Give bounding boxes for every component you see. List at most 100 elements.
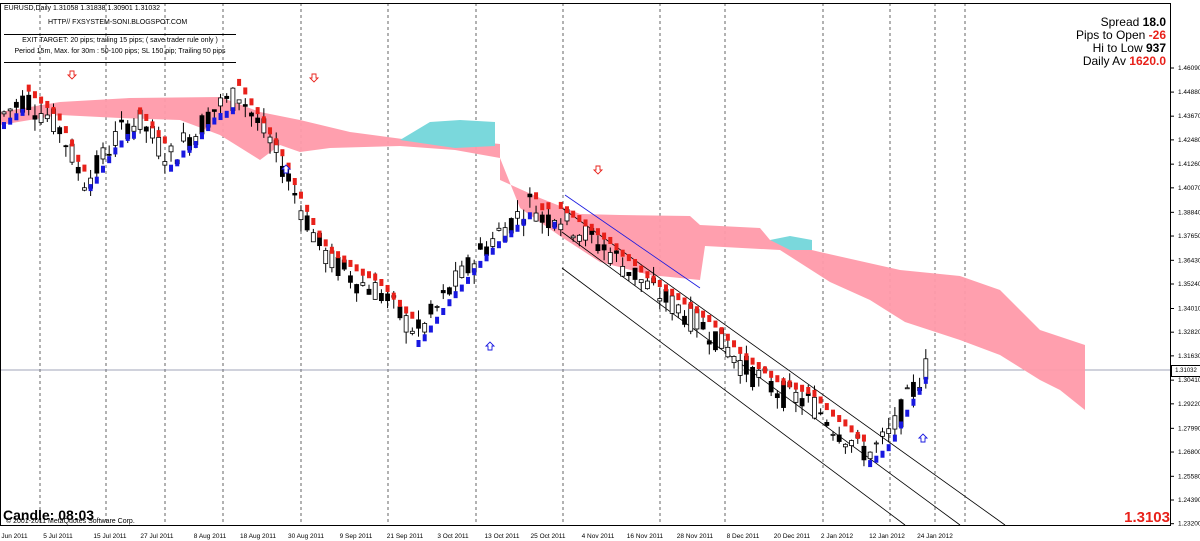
- y-tick-label: 1.46090: [1178, 65, 1200, 72]
- x-tick-label: 18 Aug 2011: [240, 533, 276, 540]
- trend-dot-bear: [348, 259, 353, 267]
- y-tick-label: 1.41260: [1178, 161, 1200, 168]
- current-price-big: 1.3103: [1124, 509, 1170, 526]
- plot-frame: [0, 3, 1171, 526]
- candle-bear: [539, 214, 545, 223]
- candle-bull: [7, 108, 13, 112]
- trend-dot-bull: [459, 284, 464, 292]
- candle-bear: [57, 127, 63, 135]
- trend-dot-bull: [88, 184, 93, 192]
- candle-bear: [546, 214, 551, 229]
- trend-dot-bear: [861, 434, 866, 442]
- trend-dot-bear: [360, 268, 365, 276]
- trend-dot-bear: [286, 162, 291, 170]
- trend-dot-bear: [633, 259, 638, 267]
- trend-dot-bear: [855, 431, 860, 439]
- trend-dot-bear: [787, 380, 792, 388]
- candle-bull: [434, 306, 440, 308]
- candle-bear: [106, 153, 112, 156]
- exit-target-info: EXIT TARGET: 20 pips; trailing 15 pips; …: [4, 34, 236, 63]
- trend-dot-bear: [45, 100, 50, 108]
- trend-dot-bull: [515, 224, 520, 232]
- trend-dot-bear: [824, 403, 829, 411]
- spread-row: Spread 18.0: [1100, 15, 1166, 29]
- candle-bull: [725, 346, 731, 358]
- candle-bull: [812, 396, 817, 419]
- y-tick-label: 1.24390: [1178, 497, 1200, 504]
- trend-dot-bear: [793, 382, 798, 390]
- trend-dot-bear: [750, 357, 755, 365]
- x-tick-label: 4 Nov 2011: [582, 533, 615, 540]
- trend-dot-bull: [503, 235, 508, 243]
- trend-dot-bull: [552, 221, 557, 229]
- trend-dot-bear: [849, 425, 854, 433]
- candle-bear: [484, 246, 489, 256]
- trend-dot-bear: [57, 113, 62, 121]
- candle-bear: [428, 303, 434, 315]
- candle-bull: [100, 147, 106, 160]
- trend-dot-bear: [39, 96, 44, 104]
- x-tick-label: 12 Jan 2012: [869, 533, 905, 540]
- candle-bull: [904, 387, 910, 390]
- candle-bear: [335, 257, 341, 276]
- x-tick-label: 13 Oct 2011: [485, 533, 520, 540]
- trend-dot-bear: [317, 230, 322, 238]
- trend-dot-bear: [373, 273, 378, 281]
- trend-dot-bear: [138, 107, 143, 115]
- trend-dot-bear: [732, 340, 737, 348]
- trend-dot-bear: [670, 288, 675, 296]
- candle-bull: [793, 391, 799, 403]
- candle-bear: [750, 367, 755, 388]
- trend-dot-bear: [719, 327, 724, 335]
- trend-dot-bull: [125, 133, 130, 141]
- hi-low-row: Hi to Low 937: [1092, 41, 1166, 55]
- trend-dot-bear: [744, 353, 749, 361]
- candle-bear: [63, 145, 69, 148]
- candle-bull: [323, 250, 329, 265]
- candle-bear: [366, 288, 372, 295]
- trend-dot-bull: [868, 460, 873, 468]
- candle-bull: [533, 212, 539, 222]
- trend-dot-bear: [292, 178, 297, 186]
- trend-dot-bull: [472, 268, 477, 276]
- trend-dot-bull: [230, 107, 235, 115]
- candle-bull: [892, 415, 898, 430]
- candle-bull: [267, 136, 273, 144]
- candle-bull: [923, 358, 929, 380]
- candle-bull: [372, 282, 378, 300]
- y-tick-label: 1.30410: [1178, 377, 1200, 384]
- candle-bear: [397, 306, 403, 319]
- trend-dot-bear: [410, 311, 415, 319]
- trend-dot-bear: [404, 306, 409, 314]
- candle-bear: [242, 104, 248, 107]
- trend-dot-bull: [435, 316, 440, 324]
- candle-bull: [156, 137, 162, 157]
- candle-bear: [774, 393, 780, 399]
- trend-dot-bull: [8, 117, 13, 125]
- trend-dot-bear: [255, 107, 260, 115]
- site-url: HTTP// FXSYSTEM-SONI.BLOGSPOT.COM: [48, 19, 188, 26]
- candle-bull: [131, 125, 137, 132]
- candle-bull: [570, 235, 576, 239]
- x-tick-label: 8 Aug 2011: [194, 533, 227, 540]
- trend-dot-bull: [218, 113, 223, 121]
- trend-dot-bear: [657, 279, 662, 287]
- buy-arrow-icon: [484, 341, 496, 351]
- candle-bear: [292, 192, 298, 196]
- trend-dot-bear: [701, 310, 706, 318]
- candle-bear: [378, 293, 384, 302]
- trend-dot-bull: [490, 247, 495, 255]
- trend-dot-bear: [725, 333, 730, 341]
- trend-dot-bear: [571, 210, 576, 218]
- x-tick-label: 28 Nov 2011: [677, 533, 714, 540]
- candle-bull: [756, 369, 762, 378]
- candle-bear: [143, 126, 149, 132]
- trend-dot-bear: [608, 236, 613, 244]
- trend-dot-bear: [156, 130, 161, 138]
- candle-bull: [453, 270, 459, 287]
- y-tick-label: 1.29220: [1178, 401, 1200, 408]
- candle-bear: [26, 94, 32, 111]
- sell-arrow-icon: [66, 70, 78, 80]
